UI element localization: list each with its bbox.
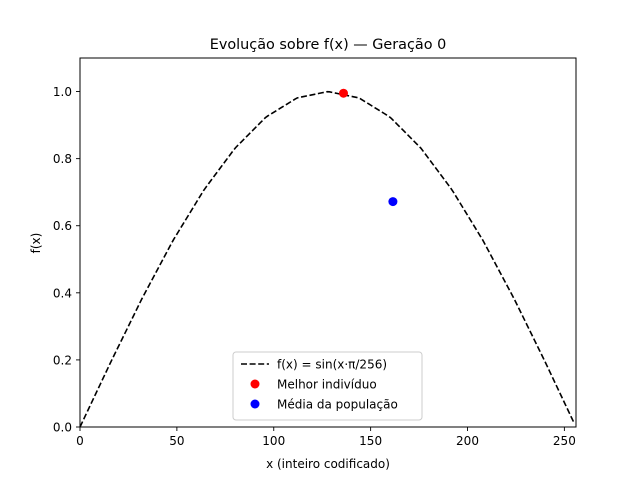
y-tick-label: 0.0 [53,421,72,435]
best-individual-point [339,88,348,98]
population-mean-point [388,197,398,207]
y-tick-label: 1.0 [53,85,72,99]
legend-entry-label: Melhor indivíduo [277,378,377,392]
x-tick-label: 150 [359,434,382,448]
y-tick-label: 0.4 [53,286,72,300]
legend-entry-label: f(x) = sin(x·π/256) [277,358,387,372]
series-line-fx [79,90,575,428]
x-tick-label: 250 [553,434,576,448]
x-tick-label: 0 [76,434,84,448]
y-tick-label: 0.2 [53,353,72,367]
legend-population-mean-swatch [250,399,260,409]
x-tick-label: 200 [456,434,479,448]
x-axis-ticks: 0 50 100 150 200 250 [76,427,576,448]
legend: f(x) = sin(x·π/256) Melhor indivíduo Média… [232,351,423,421]
x-axis-label: x (inteiro codificado) [266,457,390,471]
legend-entry-label: Média da população [277,398,398,412]
y-axis-label: f(x) [29,233,43,254]
chart-title: Evolução sobre f(x) — Geração 0 [210,37,446,53]
axes-frame [79,57,577,428]
x-tick-label: 50 [169,434,184,448]
legend-best-individual-swatch [250,379,260,389]
x-tick-label: 100 [262,434,285,448]
legend-box [232,351,423,421]
y-tick-label: 0.6 [53,219,72,233]
plot-area [79,57,577,428]
y-tick-label: 0.8 [53,152,72,166]
y-axis-ticks: 0.0 0.2 0.4 0.6 0.8 1.0 [53,85,80,435]
